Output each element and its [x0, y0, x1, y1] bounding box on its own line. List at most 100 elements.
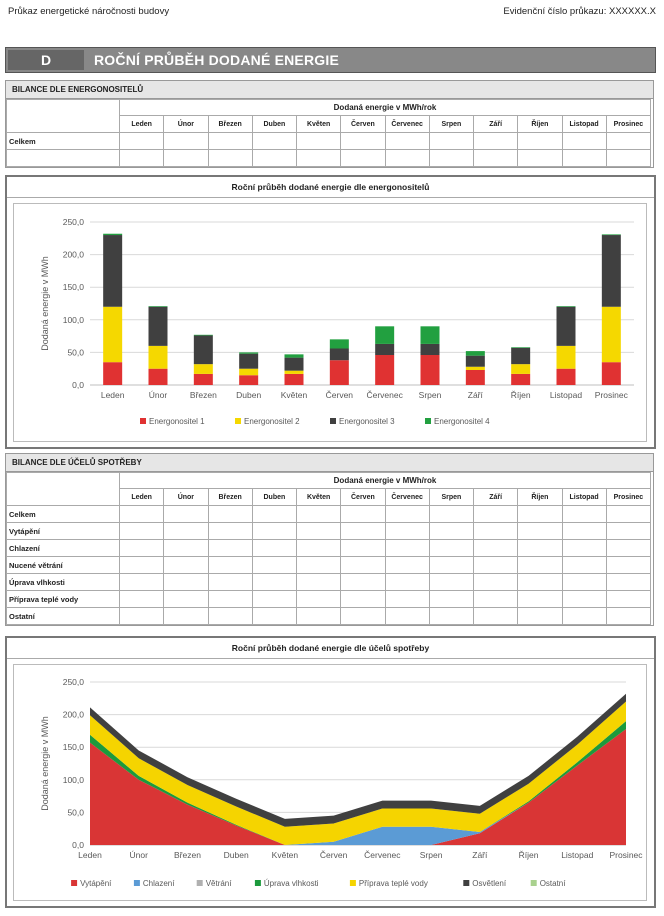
value-cell: [207, 149, 253, 167]
value-cell: [207, 539, 253, 557]
value-cell: [605, 590, 652, 608]
month-header: Únor: [163, 115, 209, 133]
value-cell: [163, 590, 209, 608]
value-cell: [340, 149, 386, 167]
value-cell: [428, 149, 475, 167]
bar-segment: [284, 354, 304, 358]
bar-segment: [193, 335, 213, 365]
table-row: [6, 149, 652, 167]
month-header: Říjen: [517, 115, 563, 133]
y-tick-label: 50,0: [67, 807, 84, 817]
bar-segment: [284, 357, 304, 371]
value-cell: [605, 556, 652, 574]
value-cell: [163, 573, 209, 591]
value-cell: [428, 607, 475, 625]
value-cell: [207, 573, 253, 591]
x-tick-label: Leden: [78, 850, 102, 860]
bar-segment: [556, 345, 576, 369]
value-cell: [340, 607, 386, 625]
row-label: Celkem: [6, 132, 120, 150]
value-cell: [207, 132, 253, 150]
value-cell: [384, 539, 430, 557]
bar-segment: [556, 306, 576, 346]
unit-header: Dodaná energie v MWh/rok: [119, 472, 651, 489]
value-cell: [118, 573, 165, 591]
value-cell: [517, 132, 563, 150]
value-cell: [517, 539, 563, 557]
value-cell: [295, 590, 342, 608]
y-tick-label: 0,0: [72, 840, 84, 850]
row-label: Ostatní: [6, 607, 120, 625]
value-cell: [561, 607, 607, 625]
month-header: Srpen: [428, 488, 475, 506]
legend-label: Příprava teplé vody: [359, 879, 428, 888]
value-cell: [340, 573, 386, 591]
row-label: Nucené větrání: [6, 556, 120, 574]
value-cell: [472, 132, 519, 150]
month-header: Únor: [163, 488, 209, 506]
value-cell: [472, 539, 519, 557]
value-cell: [207, 607, 253, 625]
value-cell: [428, 522, 475, 540]
month-header: Březen: [207, 115, 253, 133]
x-tick-label: Říjen: [519, 850, 539, 860]
month-header: Červenec: [384, 115, 430, 133]
purpose-balance-table: BILANCE DLE ÚČELŮ SPOTŘEBY Dodaná energi…: [5, 453, 654, 626]
y-tick-label: 150,0: [63, 282, 85, 292]
x-tick-label: Květen: [281, 390, 308, 400]
bar-segment: [601, 362, 621, 385]
value-cell: [384, 556, 430, 574]
y-axis-label: Dodaná energie v MWh: [40, 716, 50, 811]
purpose-chart: 0,0 50,0 100,0 150,0 200,0 250,0 Dodaná energi…: [40, 677, 643, 888]
legend-swatch: [254, 880, 261, 886]
month-header: Květen: [295, 115, 342, 133]
value-cell: [118, 132, 165, 150]
month-header: Listopad: [561, 115, 607, 133]
legend-label: Osvětlení: [472, 879, 507, 888]
area-series: [90, 701, 626, 845]
legend-swatch: [425, 418, 431, 424]
y-tick-label: 250,0: [63, 677, 85, 687]
value-cell: [472, 590, 519, 608]
value-cell: [163, 505, 209, 523]
bar-segment: [148, 306, 168, 346]
value-cell: [428, 556, 475, 574]
bar-segment: [329, 348, 349, 361]
value-cell: [472, 149, 519, 167]
corner-cell: [6, 99, 120, 133]
y-axis-label: Dodaná energie v MWh: [40, 256, 50, 351]
value-cell: [472, 573, 519, 591]
value-cell: [605, 573, 652, 591]
value-cell: [340, 590, 386, 608]
bar-segment: [239, 368, 259, 376]
bar-segment: [556, 306, 576, 307]
legend-label: Energonositel 4: [434, 417, 490, 426]
value-cell: [118, 149, 165, 167]
value-cell: [251, 505, 298, 523]
legend-swatch: [235, 418, 241, 424]
value-cell: [251, 556, 298, 574]
legend-swatch: [330, 418, 336, 424]
legend-label: Chlazení: [143, 879, 175, 888]
x-tick-label: Srpen: [419, 390, 442, 400]
value-cell: [251, 522, 298, 540]
legend-swatch: [530, 880, 537, 886]
value-cell: [517, 590, 563, 608]
x-tick-label: Březen: [174, 850, 201, 860]
bar-segment: [511, 364, 531, 374]
table-row: Úprava vlhkosti: [6, 573, 652, 591]
value-cell: [428, 573, 475, 591]
x-tick-label: Červenec: [366, 390, 403, 400]
value-cell: [384, 573, 430, 591]
value-cell: [207, 522, 253, 540]
month-header: Květen: [295, 488, 342, 506]
legend-label: Úprava vlhkosti: [264, 879, 319, 888]
legend-label: Větrání: [206, 879, 233, 888]
month-header: Duben: [251, 115, 298, 133]
value-cell: [118, 556, 165, 574]
x-tick-label: Září: [472, 850, 488, 860]
value-cell: [428, 539, 475, 557]
value-cell: [163, 539, 209, 557]
value-cell: [605, 522, 652, 540]
bar-segment: [284, 370, 304, 374]
